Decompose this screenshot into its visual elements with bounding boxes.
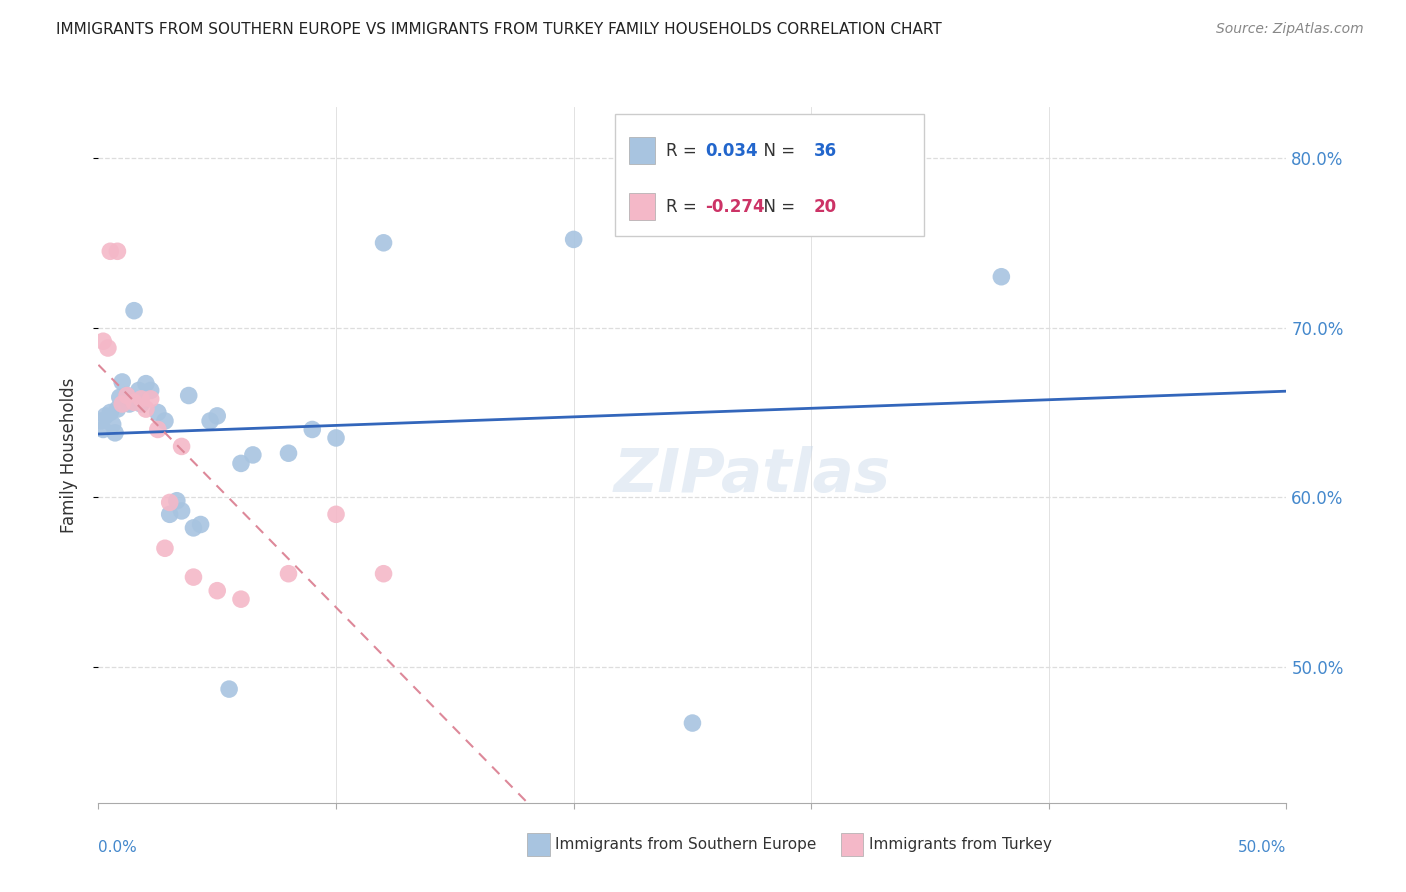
Point [129, 392, 152, 406]
Point [135, 376, 157, 391]
Point [111, 397, 134, 411]
Point [990, 269, 1012, 284]
Point [183, 570, 205, 584]
Point [166, 493, 188, 508]
Point [159, 508, 181, 522]
Point [218, 682, 240, 697]
Point [122, 395, 145, 409]
Point [91, 334, 114, 349]
Text: 50.0%: 50.0% [1239, 840, 1286, 855]
Point [101, 417, 124, 432]
Text: 0.034: 0.034 [706, 142, 758, 161]
Point [207, 409, 229, 423]
Point [107, 402, 129, 417]
Text: 20: 20 [814, 198, 837, 216]
Point [91, 422, 114, 436]
Text: -0.274: -0.274 [706, 198, 765, 216]
Point [98, 405, 121, 419]
Point [373, 235, 395, 250]
Point [94, 409, 117, 423]
Point [325, 508, 347, 522]
Point [277, 446, 299, 460]
Point [242, 448, 264, 462]
Point [170, 439, 193, 453]
Text: Immigrants from Southern Europe: Immigrants from Southern Europe [555, 838, 817, 852]
Point [98, 244, 121, 259]
Point [301, 422, 323, 436]
Point [118, 397, 141, 411]
Point [139, 392, 162, 406]
Point [207, 583, 229, 598]
Text: R =: R = [666, 198, 702, 216]
Point [139, 384, 162, 398]
Point [373, 566, 395, 581]
Point [190, 517, 212, 532]
Text: 0.0%: 0.0% [98, 840, 138, 855]
Point [170, 504, 193, 518]
Text: ZIPatlas: ZIPatlas [613, 446, 890, 505]
Text: 36: 36 [814, 142, 837, 161]
Point [325, 431, 347, 445]
Y-axis label: Family Households: Family Households [59, 377, 77, 533]
Text: IMMIGRANTS FROM SOUTHERN EUROPE VS IMMIGRANTS FROM TURKEY FAMILY HOUSEHOLDS CORR: IMMIGRANTS FROM SOUTHERN EUROPE VS IMMIG… [56, 22, 942, 37]
Point [107, 244, 129, 259]
Point [562, 232, 585, 246]
Point [183, 521, 205, 535]
Text: N =: N = [754, 142, 800, 161]
Point [104, 425, 127, 440]
Point [115, 388, 138, 402]
Point [115, 388, 138, 402]
Text: Source: ZipAtlas.com: Source: ZipAtlas.com [1216, 22, 1364, 37]
Point [128, 384, 150, 398]
Point [153, 541, 176, 556]
Point [229, 592, 252, 607]
Point [108, 390, 131, 404]
Text: Immigrants from Turkey: Immigrants from Turkey [869, 838, 1052, 852]
Text: N =: N = [754, 198, 800, 216]
Point [135, 402, 157, 417]
Point [146, 405, 169, 419]
Point [229, 457, 252, 471]
Point [159, 495, 181, 509]
Point [177, 388, 200, 402]
Point [97, 341, 120, 355]
Point [90, 414, 112, 428]
Point [682, 716, 704, 731]
Point [198, 414, 221, 428]
Text: R =: R = [666, 142, 702, 161]
Point [146, 422, 169, 436]
Point [153, 414, 176, 428]
Point [122, 303, 145, 318]
Point [129, 397, 152, 411]
Point [111, 375, 134, 389]
Point [277, 566, 299, 581]
